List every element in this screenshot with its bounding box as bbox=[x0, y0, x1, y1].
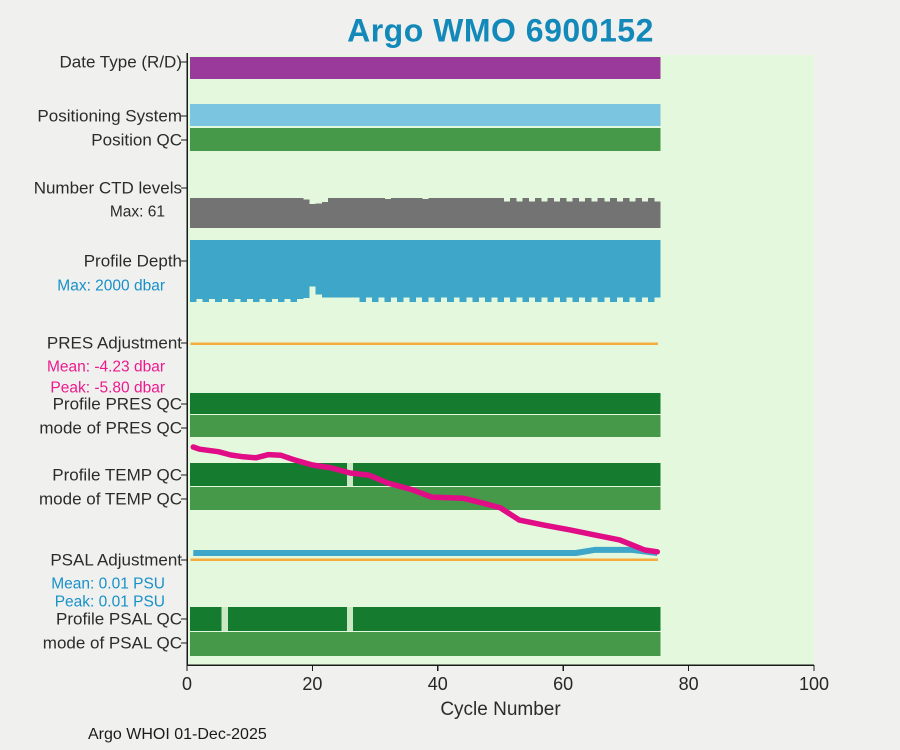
x-tick-label: 80 bbox=[678, 674, 699, 694]
row-label-profile-temp-qc: Profile TEMP QC bbox=[52, 465, 182, 485]
footer-note: Argo WHOI 01-Dec-2025 bbox=[88, 726, 267, 743]
row-label-psal-adjustment: PSAL Adjustment bbox=[50, 550, 182, 570]
x-tick-label: 100 bbox=[798, 674, 830, 694]
x-axis-title: Cycle Number bbox=[440, 699, 561, 720]
row-label-position-qc: Position QC bbox=[91, 130, 182, 150]
row-label-profile-depth: Profile Depth bbox=[83, 251, 182, 271]
sublabel-ctd-max: Max: 61 bbox=[109, 203, 165, 221]
row-label-date-type: Date Type (R/D) bbox=[59, 52, 182, 72]
x-tick-label: 60 bbox=[553, 674, 574, 694]
sublabel-psal-mean: Mean: 0.01 PSU bbox=[51, 575, 165, 593]
sublabel-psal-peak: Peak: 0.01 PSU bbox=[54, 593, 165, 611]
row-label-profile-pres-qc: Profile PRES QC bbox=[52, 394, 182, 414]
plot-area-background bbox=[187, 55, 814, 665]
row-label-positioning-system: Positioning System bbox=[37, 106, 182, 126]
sublabel-pres-peak: Peak: -5.80 dbar bbox=[50, 379, 165, 397]
x-tick-label: 0 bbox=[181, 674, 192, 694]
x-tick-label: 40 bbox=[427, 674, 448, 694]
x-tick-label: 20 bbox=[302, 674, 323, 694]
row-label-mode-pres-qc: mode of PRES QC bbox=[39, 418, 182, 438]
row-label-profile-psal-qc: Profile PSAL QC bbox=[56, 609, 182, 629]
sublabel-depth-max: Max: 2000 dbar bbox=[57, 277, 165, 295]
row-label-ctd-levels: Number CTD levels bbox=[33, 178, 182, 198]
row-label-pres-adjustment: PRES Adjustment bbox=[46, 333, 182, 353]
row-label-mode-psal-qc: mode of PSAL QC bbox=[42, 633, 182, 653]
plot-title: Argo WMO 6900152 bbox=[347, 12, 654, 49]
sublabel-pres-mean: Mean: -4.23 dbar bbox=[46, 358, 165, 376]
row-label-mode-temp-qc: mode of TEMP QC bbox=[39, 489, 182, 509]
